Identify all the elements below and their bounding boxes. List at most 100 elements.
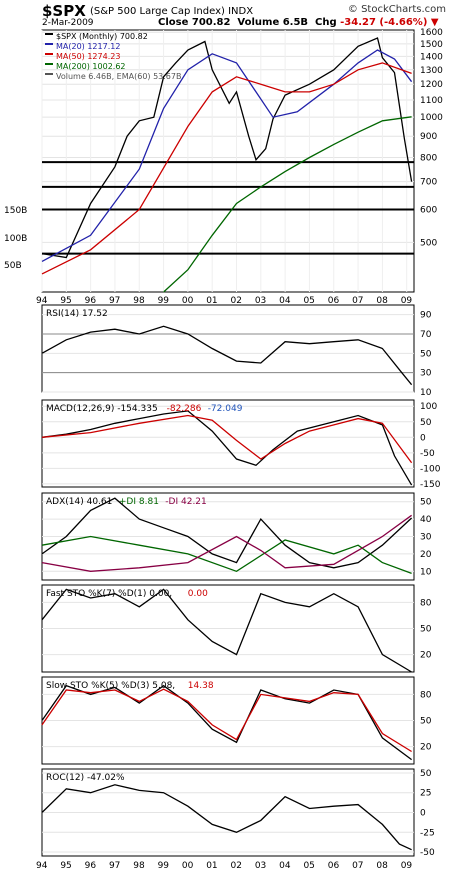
y-tick-label-roc: -50 — [420, 848, 435, 858]
y-tick-label-rsi: 10 — [420, 388, 432, 398]
y-tick-label-price: 600 — [420, 205, 437, 215]
date: 2-Mar-2009 — [42, 18, 94, 28]
y-tick-label-price: 700 — [420, 178, 437, 188]
x-tick-label: 94 — [36, 861, 48, 871]
instrument-name: (S&P 500 Large Cap Index) INDX — [90, 6, 254, 17]
x-tick-label: 00 — [182, 296, 194, 306]
x-tick-label: 03 — [255, 296, 266, 306]
y-tick-label-price: 1300 — [420, 66, 443, 76]
x-tick-label: 97 — [109, 296, 120, 306]
legend-entry: Volume 6.46B, EMA(60) 53.67B — [56, 72, 181, 81]
y-tick-label-rsi: 30 — [420, 369, 432, 379]
legend-entry: MA(200) 1002.62 — [56, 62, 126, 71]
series-line-adx-1 — [41, 535, 412, 575]
series-line-slow_sto-1 — [41, 688, 412, 753]
y-tick-label-price: 900 — [420, 132, 437, 142]
y-tick-label-adx: 40 — [420, 515, 432, 525]
y-tick-label-fast_sto: 20 — [420, 651, 432, 661]
y-tick-label-roc: 25 — [420, 789, 431, 799]
series-line-roc-0 — [41, 784, 412, 851]
x-tick-label: 08 — [376, 861, 388, 871]
y-tick-label-macd: -50 — [420, 449, 435, 459]
y-tick-label-price: 1600 — [420, 28, 443, 38]
legend-entry-macd: -72.049 — [208, 404, 243, 414]
series-line-price-2 — [41, 62, 412, 275]
legend-entry-adx: ADX(14) 40.61 — [46, 497, 112, 507]
legend-entry-fast_sto: 0.00 — [188, 589, 208, 599]
series-line-rsi-0 — [41, 325, 413, 386]
legend-entry-slow_sto: Slow STO %K(5) %D(3) 5.08, — [46, 681, 175, 691]
legend-entry-rsi: RSI(14) 17.52 — [46, 309, 108, 319]
y-tick-label-adx: 30 — [420, 533, 432, 543]
legend-entry-fast_sto: Fast STO %K(7) %D(1) 0.00, — [46, 589, 172, 599]
legend-swatch — [45, 63, 53, 65]
x-tick-label: 95 — [60, 296, 71, 306]
y-tick-label-rsi: 70 — [420, 330, 432, 340]
y-tick-label-price: 1100 — [420, 96, 443, 106]
x-tick-label: 02 — [231, 861, 242, 871]
legend-swatch — [45, 73, 53, 75]
y-tick-label-slow_sto: 80 — [420, 690, 432, 700]
x-tick-label: 07 — [352, 861, 363, 871]
y-tick-label-price: 800 — [420, 153, 437, 163]
x-tick-label: 04 — [279, 861, 291, 871]
legend-entry-slow_sto: 14.38 — [188, 681, 214, 691]
legend-entry: MA(20) 1217.12 — [56, 42, 120, 51]
brand: © StockCharts.com — [347, 4, 446, 15]
x-tick-label: 06 — [328, 296, 340, 306]
x-tick-label: 03 — [255, 861, 266, 871]
series-line-fast_sto-0 — [41, 588, 412, 673]
y-tick-label-macd: 0 — [420, 433, 426, 443]
x-tick-label: 04 — [279, 296, 291, 306]
y-tick-label-adx: 10 — [420, 567, 432, 577]
y-tick-label-price: 1500 — [420, 40, 443, 50]
symbol: $SPX — [42, 2, 86, 20]
x-tick-label: 01 — [206, 296, 217, 306]
y-tick-label-fast_sto: 80 — [420, 598, 432, 608]
y-tick-label-rsi: 90 — [420, 311, 432, 321]
series-line-macd-1 — [41, 414, 413, 464]
legend-entry-roc: ROC(12) -47.02% — [46, 773, 125, 783]
y-tick-label-macd: 50 — [420, 418, 432, 428]
quote-summary: Close 700.82 Volume 6.5B Chg -34.27 (-4.… — [158, 17, 439, 28]
x-tick-label: 96 — [85, 861, 97, 871]
series-line-price-0 — [41, 37, 413, 259]
legend-entry: $SPX (Monthly) 700.82 — [56, 32, 148, 41]
x-tick-label: 09 — [401, 861, 413, 871]
legend-swatch — [45, 33, 53, 35]
volume-tick-label: 100B — [4, 234, 27, 244]
legend-entry-adx: +DI 8.81 — [119, 497, 159, 507]
y-tick-label-price: 1400 — [420, 52, 443, 62]
y-tick-label-roc: 0 — [420, 809, 426, 819]
x-tick-label: 02 — [231, 296, 242, 306]
series-line-adx-2 — [41, 514, 412, 572]
volume-tick-label: 50B — [4, 261, 22, 271]
y-tick-label-macd: 100 — [420, 402, 437, 412]
x-tick-label: 95 — [60, 861, 71, 871]
y-tick-label-adx: 20 — [420, 550, 432, 560]
y-tick-label-price: 500 — [420, 238, 437, 248]
x-tick-label: 06 — [328, 861, 340, 871]
y-tick-label-slow_sto: 20 — [420, 743, 432, 753]
y-tick-label-rsi: 50 — [420, 349, 432, 359]
legend-swatch — [45, 43, 53, 45]
x-tick-label: 98 — [133, 861, 145, 871]
legend-entry-macd: -82.286 — [167, 404, 202, 414]
x-tick-label: 99 — [158, 861, 170, 871]
series-line-price-1 — [41, 49, 413, 262]
x-tick-label: 98 — [133, 296, 145, 306]
x-tick-label: 09 — [401, 296, 413, 306]
y-tick-label-price: 1000 — [420, 113, 443, 123]
legend-entry-adx: -DI 42.21 — [165, 497, 206, 507]
y-tick-label-price: 1200 — [420, 80, 443, 90]
legend-entry: MA(50) 1274.23 — [56, 52, 120, 61]
x-tick-label: 05 — [303, 296, 314, 306]
x-tick-label: 94 — [36, 296, 48, 306]
y-tick-label-macd: -100 — [420, 464, 441, 474]
chart-header: $SPX (S&P 500 Large Cap Index) INDX © St… — [0, 0, 460, 32]
panel-frame-rsi — [41, 304, 415, 393]
series-line-price-3 — [163, 116, 412, 293]
y-tick-label-fast_sto: 50 — [420, 625, 432, 635]
volume-tick-label: 150B — [4, 206, 27, 216]
y-tick-label-adx: 50 — [420, 498, 432, 508]
